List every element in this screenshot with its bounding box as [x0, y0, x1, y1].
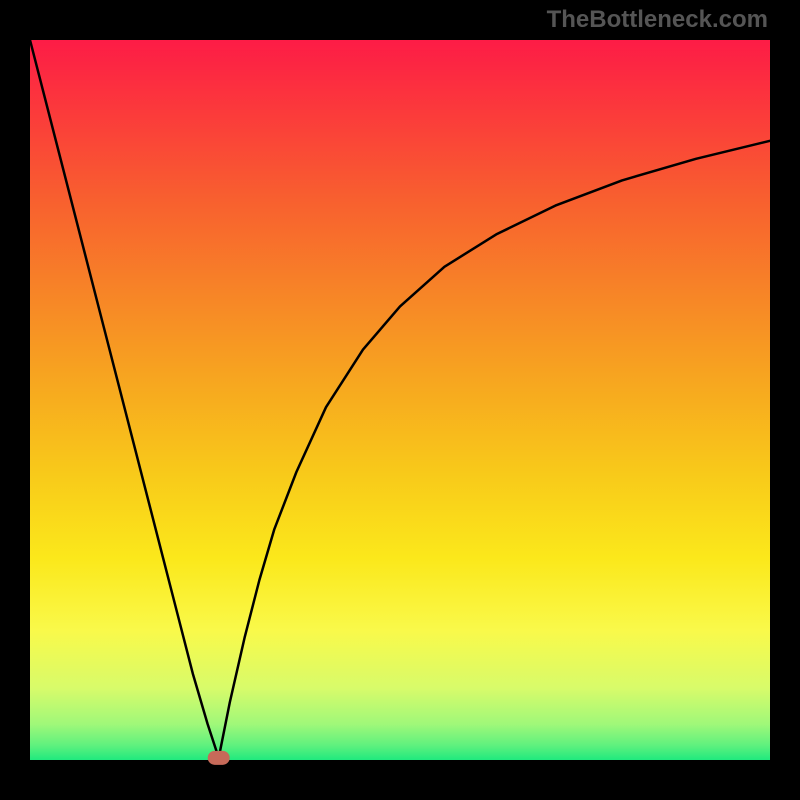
minimum-marker — [208, 751, 230, 765]
curve-right-branch — [219, 141, 770, 758]
chart-frame: TheBottleneck.com — [0, 0, 800, 800]
plot-border — [0, 0, 800, 800]
curve-left-branch — [30, 40, 219, 758]
plot-background — [30, 40, 770, 760]
watermark-text: TheBottleneck.com — [547, 6, 768, 34]
chart-svg — [0, 0, 800, 800]
